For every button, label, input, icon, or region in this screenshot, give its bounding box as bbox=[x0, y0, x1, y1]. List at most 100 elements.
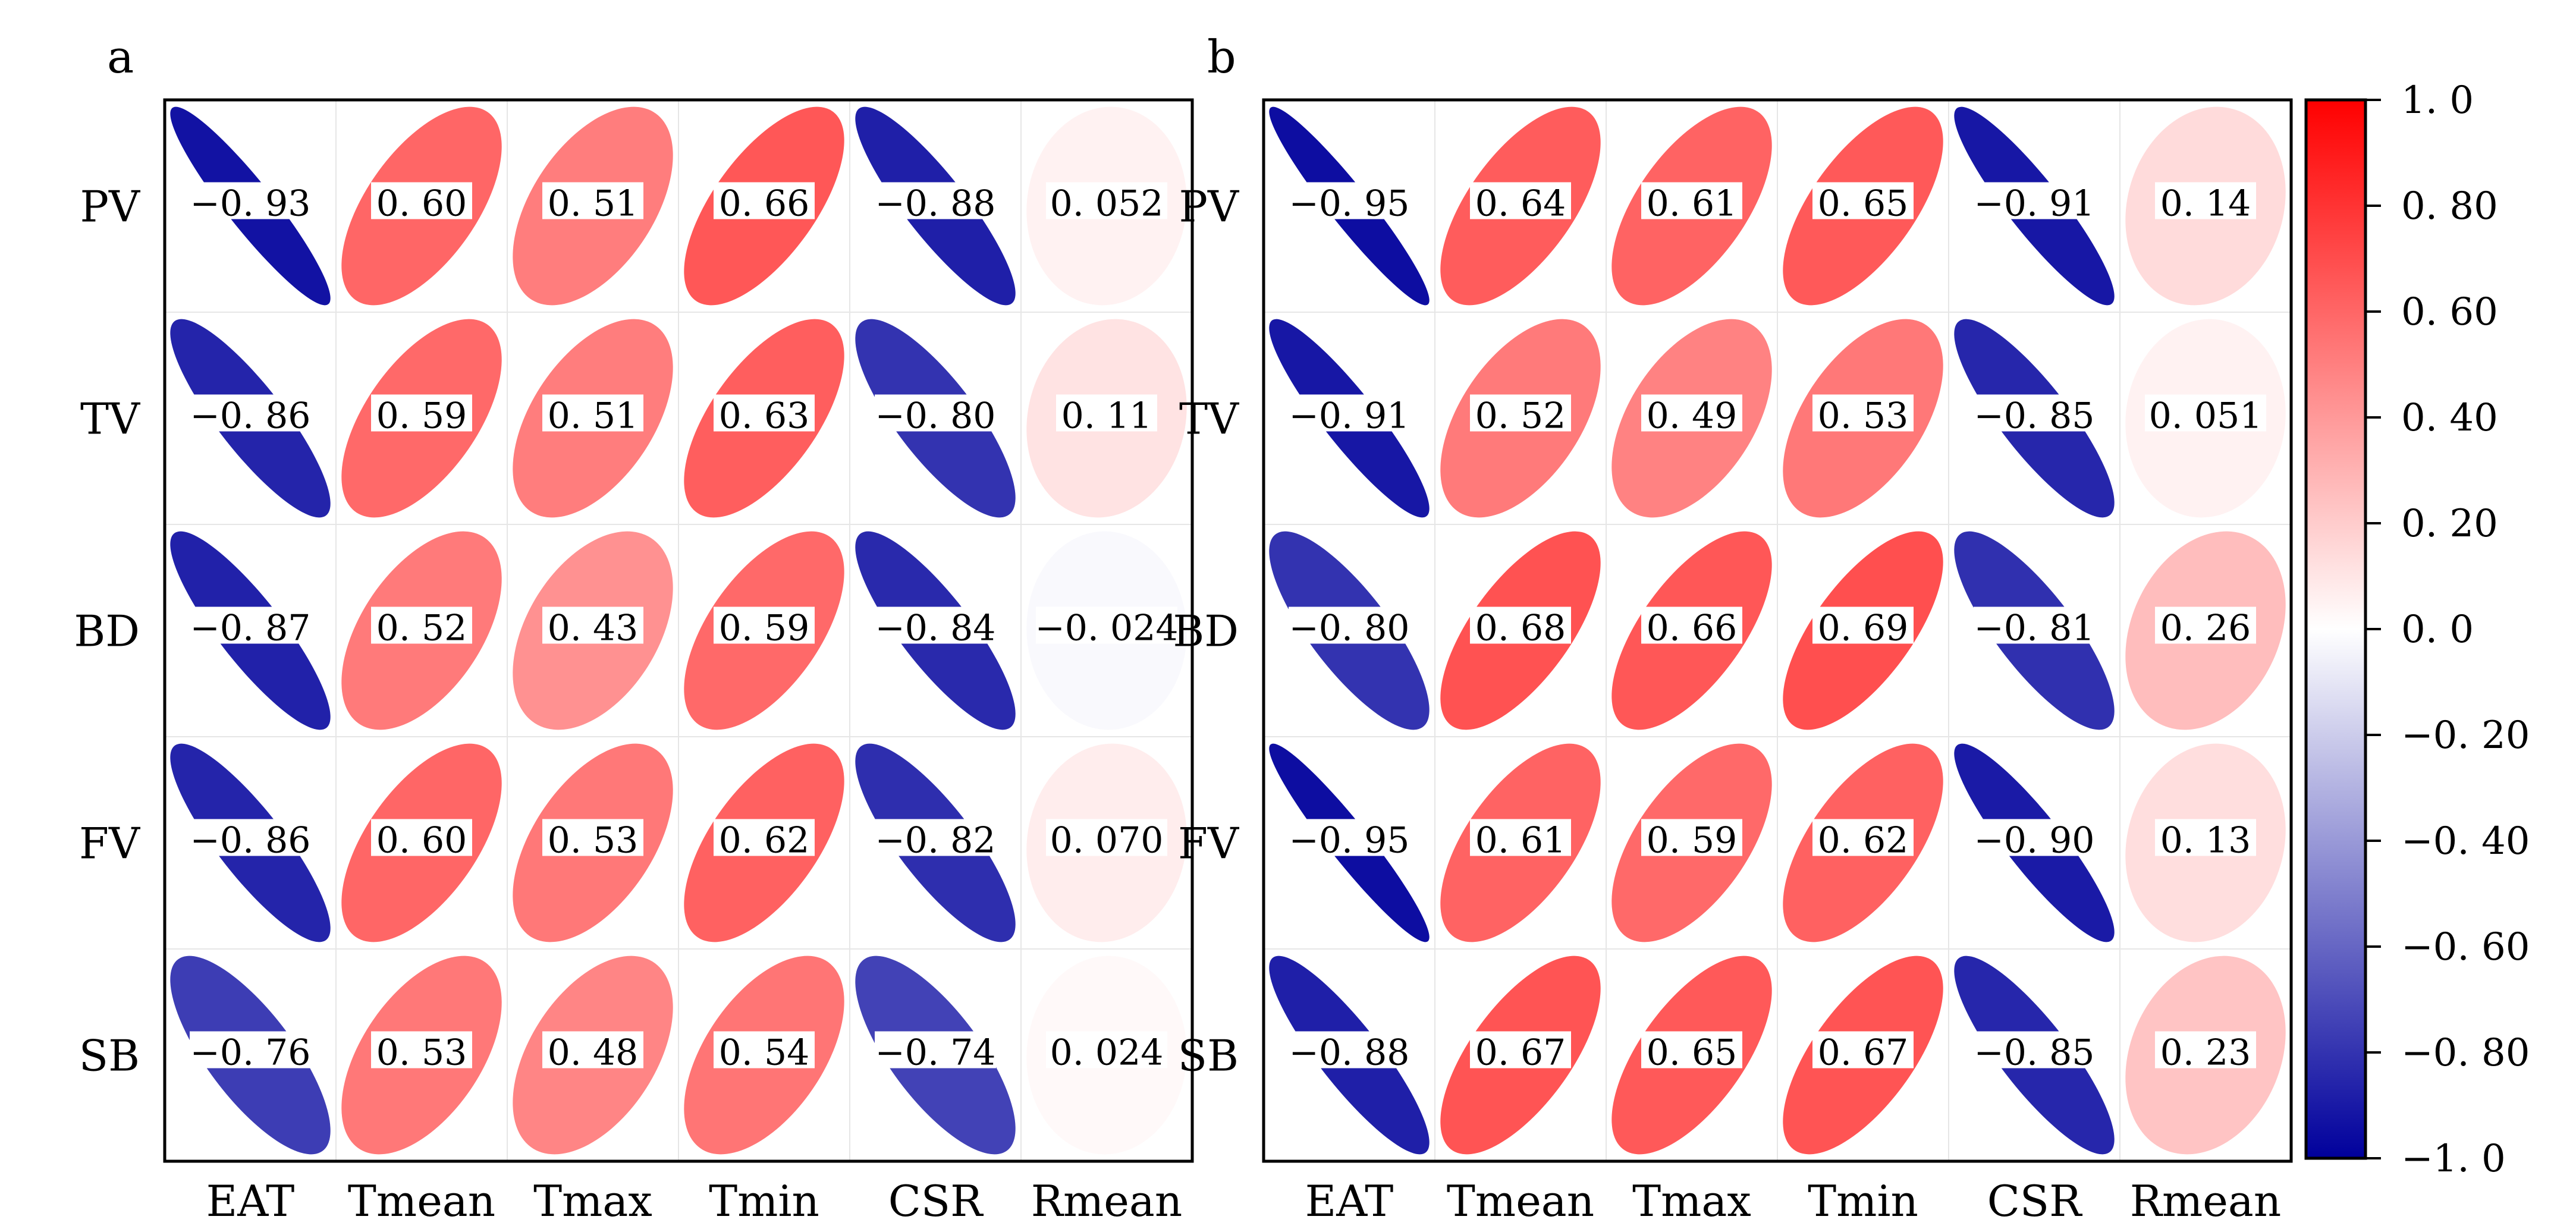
correlation-value-label: 0. 61 bbox=[1475, 820, 1566, 862]
correlation-value-label: 0. 60 bbox=[376, 820, 467, 862]
value-label-bg bbox=[1812, 606, 1914, 644]
correlation-value-label: 0. 64 bbox=[1475, 183, 1566, 225]
value-label-bg bbox=[1289, 606, 1410, 644]
value-label-bg bbox=[1974, 1031, 2095, 1068]
colorbar-tick-label: 0. 40 bbox=[2401, 396, 2498, 440]
value-label-bg bbox=[190, 394, 311, 432]
value-label-bg bbox=[714, 819, 815, 856]
column-label: Rmean bbox=[2130, 1176, 2281, 1226]
correlation-value-label: 0. 48 bbox=[548, 1032, 639, 1074]
value-label-bg bbox=[875, 606, 996, 644]
correlation-value-label: −0. 74 bbox=[875, 1032, 996, 1074]
correlation-value-label: 0. 66 bbox=[1647, 608, 1738, 649]
value-label-bg bbox=[1470, 394, 1571, 432]
correlation-value-label: 0. 53 bbox=[376, 1032, 467, 1074]
value-label-bg bbox=[1641, 394, 1742, 432]
colorbar-tick-label: −1. 0 bbox=[2401, 1137, 2506, 1181]
value-label-bg bbox=[2155, 819, 2256, 856]
correlation-value-label: 0. 59 bbox=[376, 395, 467, 437]
correlation-value-label: −0. 95 bbox=[1289, 820, 1410, 862]
correlation-value-label: 0. 43 bbox=[548, 608, 639, 649]
value-label-bg bbox=[714, 182, 815, 219]
correlation-value-label: 0. 51 bbox=[548, 183, 639, 225]
row-label: PV bbox=[1179, 182, 1240, 232]
value-label-bg bbox=[190, 182, 311, 219]
correlation-value-label: 0. 52 bbox=[376, 608, 467, 649]
value-label-bg bbox=[1046, 182, 1167, 219]
correlation-value-label: 0. 051 bbox=[2149, 395, 2263, 437]
value-label-bg bbox=[1046, 819, 1167, 856]
correlation-value-label: −0. 81 bbox=[1974, 608, 2095, 649]
value-label-bg bbox=[1470, 819, 1571, 856]
value-label-bg bbox=[542, 606, 643, 644]
value-label-bg bbox=[371, 394, 472, 432]
correlation-value-label: 0. 23 bbox=[2160, 1032, 2251, 1074]
colorbar-tick-label: 0. 20 bbox=[2401, 502, 2498, 546]
correlation-value-label: −0. 80 bbox=[875, 395, 996, 437]
value-label-bg bbox=[1289, 182, 1410, 219]
correlation-value-label: 0. 54 bbox=[719, 1032, 810, 1074]
column-label: CSR bbox=[888, 1176, 984, 1226]
value-label-bg bbox=[1974, 606, 2095, 644]
correlation-value-label: −0. 93 bbox=[190, 183, 311, 225]
panel-frame bbox=[1262, 98, 2293, 1163]
panel-letter: b bbox=[1207, 30, 1236, 83]
column-label: EAT bbox=[206, 1176, 295, 1226]
value-label-bg bbox=[542, 819, 643, 856]
correlation-value-label: 0. 60 bbox=[376, 183, 467, 225]
panel-a: a −0. 93 0. 60 0. 51 0. 66 −0. 88 0. 052 −0. 86… bbox=[74, 30, 1194, 1226]
grid bbox=[1264, 100, 2291, 1161]
value-label-bg bbox=[1046, 1031, 1167, 1068]
value-label-bg bbox=[1641, 182, 1742, 219]
column-label: Tmax bbox=[533, 1176, 652, 1226]
colorbar-tick-label: −0. 40 bbox=[2401, 819, 2530, 863]
value-label-bg bbox=[2155, 606, 2256, 644]
value-label-bg bbox=[542, 182, 643, 219]
row-label: BD bbox=[74, 606, 140, 656]
colorbar-tick-label: 0. 60 bbox=[2401, 290, 2498, 334]
value-label-bg bbox=[371, 1031, 472, 1068]
correlation-value-label: 0. 61 bbox=[1647, 183, 1738, 225]
correlation-value-label: 0. 66 bbox=[719, 183, 810, 225]
column-label: Rmean bbox=[1031, 1176, 1182, 1226]
correlation-value-label: −0. 80 bbox=[1289, 608, 1410, 649]
column-label: Tmin bbox=[1808, 1176, 1918, 1226]
panel-frame bbox=[163, 98, 1194, 1163]
correlation-value-label: 0. 53 bbox=[548, 820, 639, 862]
colorbar-tick-label: −0. 80 bbox=[2401, 1031, 2530, 1075]
value-label-bg bbox=[1470, 182, 1571, 219]
correlation-value-label: 0. 67 bbox=[1818, 1032, 1909, 1074]
row-label: TV bbox=[80, 394, 141, 444]
value-label-bg bbox=[1289, 394, 1410, 432]
row-label: FV bbox=[79, 819, 141, 869]
correlation-value-label: −0. 90 bbox=[1974, 820, 2095, 862]
value-label-bg bbox=[1056, 394, 1157, 432]
colorbar-tick-label: 0. 0 bbox=[2401, 608, 2474, 652]
row-label: SB bbox=[1178, 1031, 1239, 1081]
correlation-value-label: −0. 88 bbox=[1289, 1032, 1410, 1074]
value-label-bg bbox=[1974, 182, 2095, 219]
value-label-bg bbox=[542, 1031, 643, 1068]
correlation-value-label: 0. 63 bbox=[719, 395, 810, 437]
value-label-bg bbox=[371, 606, 472, 644]
value-label-bg bbox=[1641, 606, 1742, 644]
correlation-value-label: −0. 87 bbox=[190, 608, 311, 649]
correlation-value-label: −0. 86 bbox=[190, 820, 311, 862]
colorbar: 1. 0 0. 80 0. 60 0. 40 0. 20 0. 0 −0. 20 −0. 40… bbox=[2304, 78, 2530, 1181]
row-label: TV bbox=[1179, 394, 1240, 444]
column-label: Tmean bbox=[348, 1176, 495, 1226]
correlation-value-label: 0. 13 bbox=[2160, 820, 2251, 862]
correlation-value-label: 0. 052 bbox=[1050, 183, 1164, 225]
value-label-bg bbox=[1470, 1031, 1571, 1068]
correlation-value-label: 0. 53 bbox=[1818, 395, 1909, 437]
value-label-bg bbox=[1641, 819, 1742, 856]
value-label-bg bbox=[1289, 819, 1410, 856]
correlation-value-label: 0. 49 bbox=[1647, 395, 1738, 437]
value-label-bg bbox=[2155, 182, 2256, 219]
value-label-bg bbox=[875, 819, 996, 856]
value-label-bg bbox=[1470, 606, 1571, 644]
value-label-bg bbox=[1641, 1031, 1742, 1068]
value-label-bg bbox=[714, 394, 815, 432]
colorbar-tick-label: −0. 20 bbox=[2401, 714, 2530, 758]
